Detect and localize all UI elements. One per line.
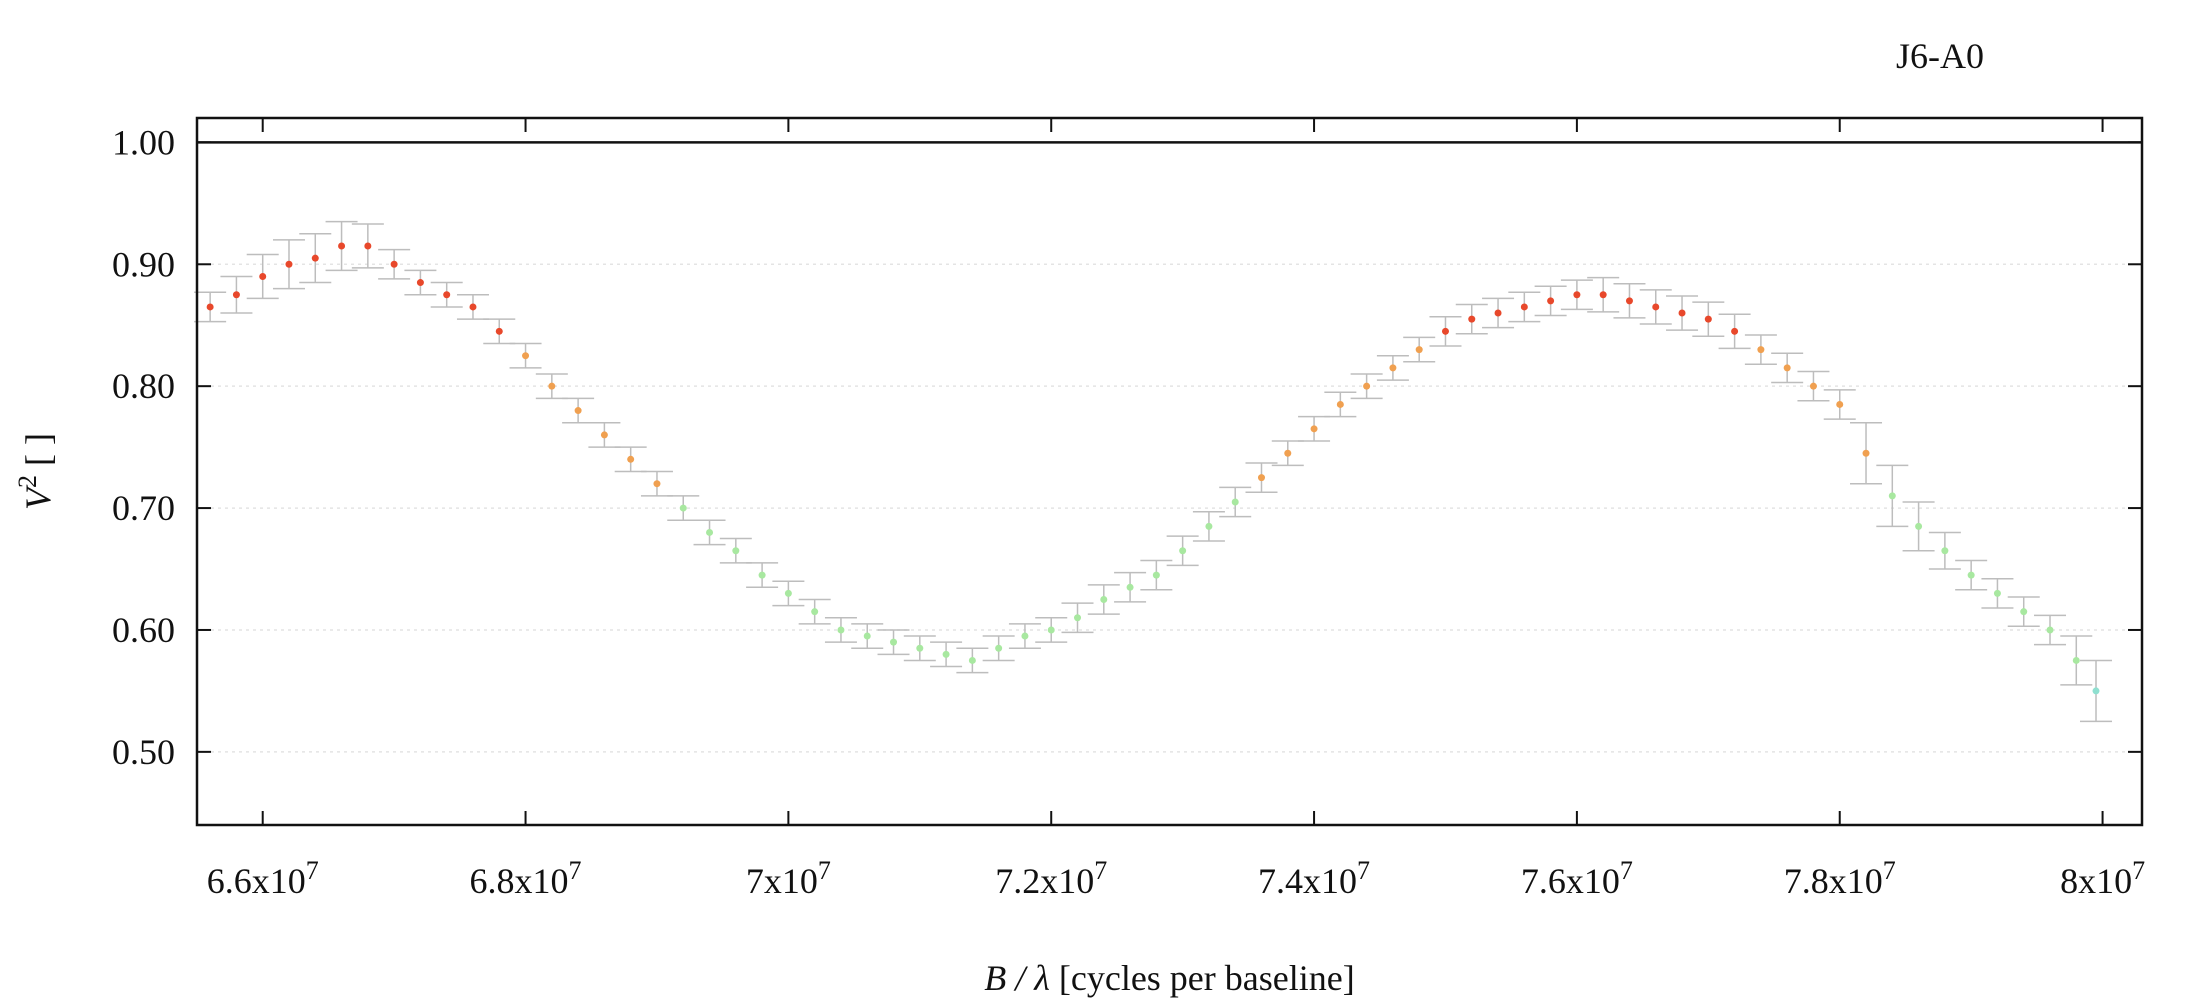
data-point (653, 480, 661, 488)
data-point (1205, 522, 1213, 530)
data-point (758, 571, 766, 579)
y-tick-label: 0.60 (112, 610, 175, 650)
data-point (2092, 687, 2100, 695)
data-point (1967, 571, 1975, 579)
data-points (206, 242, 2100, 695)
data-point (259, 272, 267, 280)
data-point (1257, 474, 1265, 482)
error-bars (194, 220, 2113, 723)
data-point (1179, 547, 1187, 555)
data-point (311, 254, 319, 262)
data-point (548, 382, 556, 390)
y-tick-label: 0.50 (112, 732, 175, 772)
data-point (1310, 425, 1318, 433)
data-point (995, 644, 1003, 652)
axis-ticks (197, 118, 2142, 825)
data-point (443, 291, 451, 299)
data-point (1363, 382, 1371, 390)
data-point (1047, 626, 1055, 634)
data-point (364, 242, 372, 250)
data-point (1783, 364, 1791, 372)
data-point (863, 632, 871, 640)
data-point (1993, 589, 2001, 597)
x-tick-label: 7.8x107 (1784, 856, 1896, 901)
data-point (916, 644, 924, 652)
data-point (1547, 297, 1555, 305)
data-point (1625, 297, 1633, 305)
x-axis-label: B / λ [cycles per baseline] (984, 958, 1354, 998)
data-point (1704, 315, 1712, 323)
data-point (1494, 309, 1502, 317)
data-point (1021, 632, 1029, 640)
data-point (1126, 583, 1134, 591)
data-point (1520, 303, 1528, 311)
data-point (2020, 608, 2028, 616)
data-point (706, 528, 714, 536)
data-point (2046, 626, 2054, 634)
data-point (1231, 498, 1239, 506)
data-point (2072, 656, 2080, 664)
data-point (1074, 614, 1082, 622)
data-point (1678, 309, 1686, 317)
y-tick-label: 0.80 (112, 366, 175, 406)
data-point (1389, 364, 1397, 372)
data-point (1336, 400, 1344, 408)
data-point (285, 260, 293, 268)
x-tick-labels: 6.6x107 6.8x107 7x107 7.2x107 7.4x107 7.6x107… (207, 856, 2145, 901)
data-point (1915, 522, 1923, 530)
data-point (1809, 382, 1817, 390)
data-point (390, 260, 398, 268)
plot-frame (195, 116, 2144, 827)
data-point (890, 638, 898, 646)
data-point (495, 327, 503, 335)
x-tick-label: 6.6x107 (207, 856, 319, 901)
data-point (469, 303, 477, 311)
data-point (416, 279, 424, 287)
data-point (232, 291, 240, 299)
data-point (1862, 449, 1870, 457)
data-point (574, 407, 582, 415)
data-point (1836, 400, 1844, 408)
data-point (1284, 449, 1292, 457)
data-point (206, 303, 214, 311)
x-tick-label: 7x107 (746, 856, 831, 901)
data-point (1468, 315, 1476, 323)
data-point (1941, 547, 1949, 555)
data-point (1152, 571, 1160, 579)
data-point (1573, 291, 1581, 299)
x-tick-label: 6.8x107 (470, 856, 582, 901)
data-point (522, 352, 530, 360)
data-point (1441, 327, 1449, 335)
grid-lines (197, 141, 2142, 753)
x-tick-label: 7.6x107 (1521, 856, 1633, 901)
data-point (1599, 291, 1607, 299)
data-point (679, 504, 687, 512)
chart-title: J6-A0 (1896, 36, 1984, 76)
data-point (627, 455, 635, 463)
data-point (1415, 346, 1423, 354)
y-tick-labels: 0.50 0.60 0.70 0.80 0.90 1.00 (112, 122, 175, 771)
data-point (942, 650, 950, 658)
data-point (1731, 327, 1739, 335)
y-axis-label: V2 [ ] (13, 433, 58, 510)
y-tick-label: 1.00 (112, 122, 175, 162)
data-point (732, 547, 740, 555)
data-point (1888, 492, 1896, 500)
data-point (338, 242, 346, 250)
x-tick-label: 8x107 (2060, 856, 2145, 901)
data-point (1100, 595, 1108, 603)
data-point (1652, 303, 1660, 311)
data-point (1757, 346, 1765, 354)
data-point (811, 608, 819, 616)
data-point (784, 589, 792, 597)
data-point (600, 431, 608, 439)
y-tick-label: 0.90 (112, 244, 175, 284)
x-tick-label: 7.4x107 (1258, 856, 1370, 901)
data-point (837, 626, 845, 634)
data-point (968, 656, 976, 664)
y-tick-label: 0.70 (112, 488, 175, 528)
x-tick-label: 7.2x107 (995, 856, 1107, 901)
